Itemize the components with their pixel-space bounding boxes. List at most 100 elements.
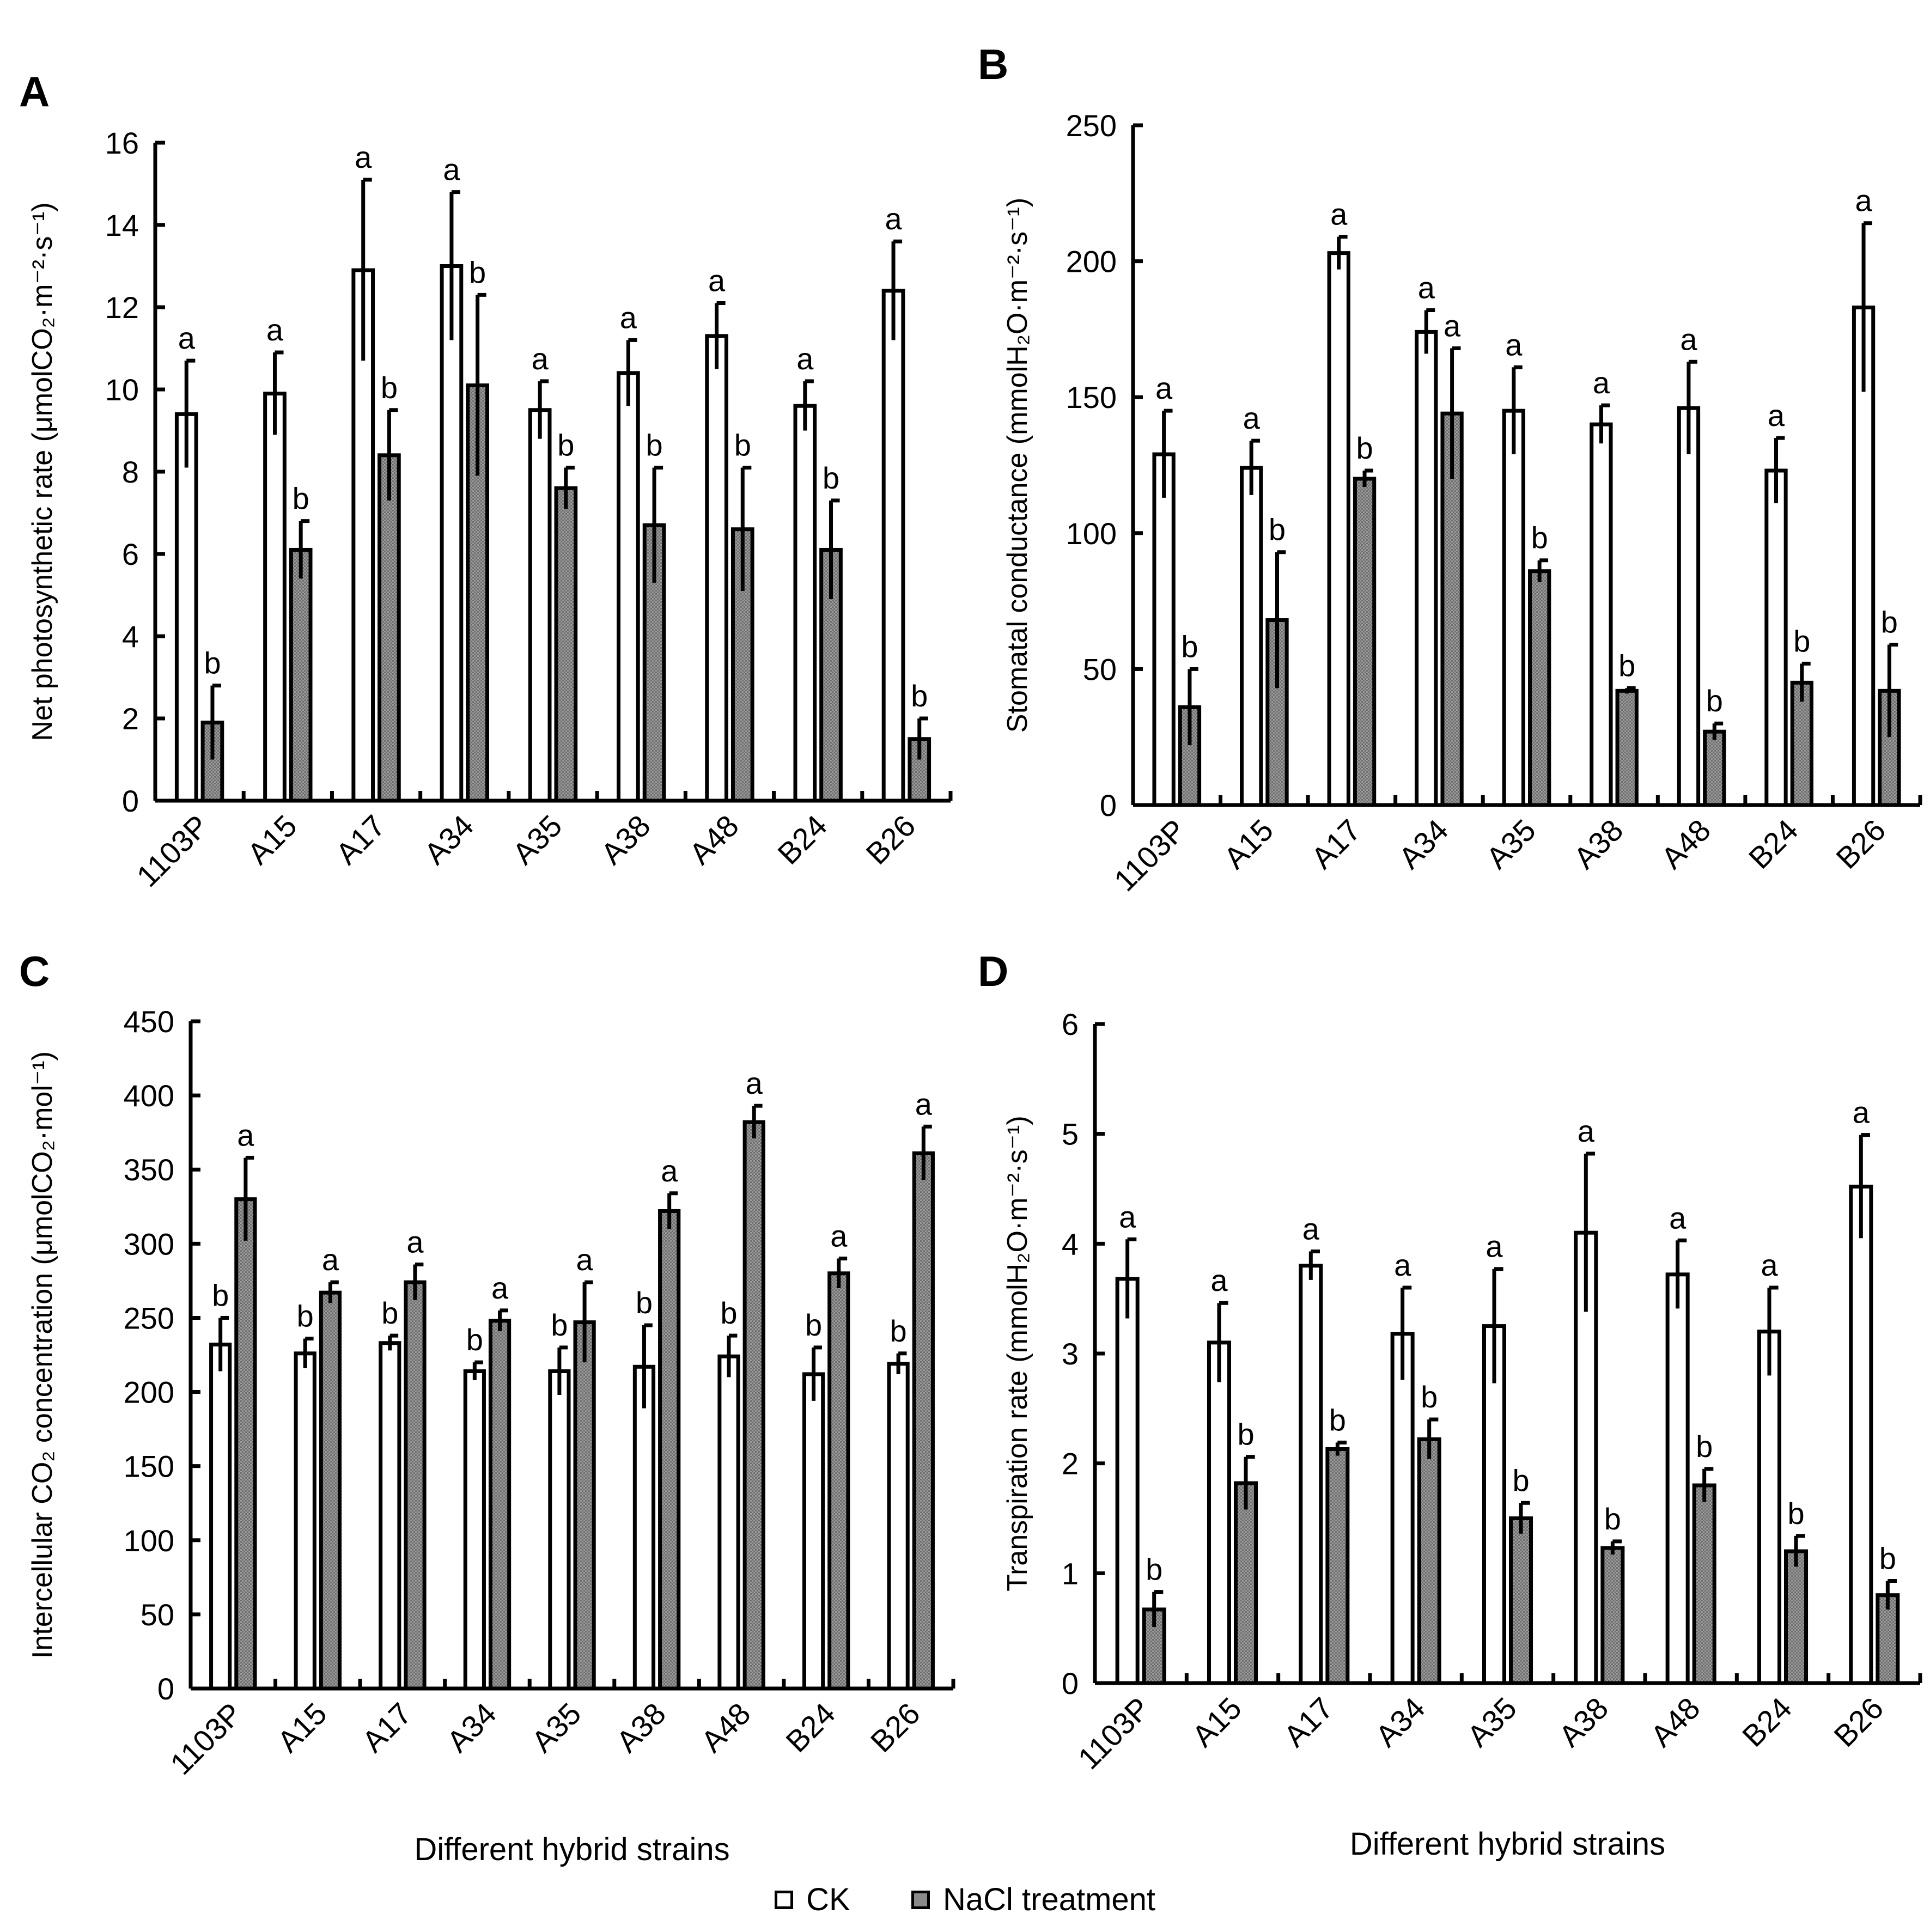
significance-letter: b xyxy=(381,1296,398,1330)
bar-ck xyxy=(617,371,640,803)
significance-letter: b xyxy=(911,679,928,713)
y-tick-label: 300 xyxy=(124,1227,174,1261)
significance-letter: b xyxy=(1787,1496,1804,1531)
significance-letter: b xyxy=(890,1314,907,1348)
y-tick-label: 5 xyxy=(1062,1117,1079,1151)
x-tick-label: A38 xyxy=(1552,1691,1615,1753)
significance-letter: a xyxy=(830,1219,848,1253)
bar-nacl xyxy=(827,1271,850,1691)
y-tick-label: 6 xyxy=(1062,1007,1079,1041)
bar-ck xyxy=(263,392,287,803)
bar-ck xyxy=(1327,251,1350,807)
significance-letter: a xyxy=(1119,1199,1136,1234)
significance-letter: a xyxy=(746,1066,763,1100)
bar-nacl xyxy=(466,383,489,803)
bar-nacl xyxy=(1417,1437,1441,1685)
x-tick-label: B26 xyxy=(1827,1691,1890,1753)
significance-letter: b xyxy=(734,428,751,462)
y-tick-label: 200 xyxy=(124,1375,174,1410)
x-tick-label: A34 xyxy=(1369,1691,1432,1753)
bar-ck xyxy=(1590,422,1613,807)
x-tick-label: A15 xyxy=(1217,813,1280,875)
significance-letter: a xyxy=(1302,1211,1320,1246)
bar-ck xyxy=(1849,1184,1873,1685)
significance-letter: b xyxy=(1421,1380,1438,1414)
panel-b: B 0 50 100 150 200 250 Stomatal conductance (mm… xyxy=(978,40,1922,898)
x-tick-label: A48 xyxy=(1644,1691,1707,1753)
x-axis-label: Different hybrid strains xyxy=(1350,1826,1665,1862)
legend-nacl-swatch xyxy=(911,1890,930,1909)
bar-nacl xyxy=(1325,1447,1350,1685)
significance-letter: b xyxy=(1329,1403,1346,1437)
y-tick-label: 3 xyxy=(1062,1337,1079,1371)
bar-nacl xyxy=(1509,1516,1533,1685)
x-tick-label: A35 xyxy=(1460,1691,1523,1753)
bar-ck xyxy=(440,264,464,803)
significance-letter: b xyxy=(381,370,398,405)
y-tick-label: 1 xyxy=(1062,1556,1079,1590)
y-tick-label: 0 xyxy=(1062,1666,1079,1701)
bar-ck xyxy=(1152,452,1176,807)
bar-ck xyxy=(463,1369,486,1691)
significance-letter: a xyxy=(1853,1095,1870,1130)
legend-ck-swatch xyxy=(774,1890,793,1909)
bar-ck xyxy=(632,1364,656,1691)
panel-d: D 0 1 2 3 4 5 6 Transpiration rate (mmolH₂O·m⁻²·… xyxy=(978,947,1922,1862)
bar-nacl xyxy=(1790,680,1813,807)
bar-nacl xyxy=(1528,569,1551,807)
x-tick-label: 1103P xyxy=(1071,1691,1156,1776)
significance-letter: a xyxy=(1578,1114,1595,1148)
bar-ck xyxy=(1502,409,1525,807)
x-tick-label: A38 xyxy=(1567,813,1630,875)
significance-letter: a xyxy=(1669,1200,1687,1235)
bar-ck xyxy=(294,1351,316,1691)
significance-letter: b xyxy=(469,255,486,289)
significance-letter: a xyxy=(1855,184,1872,218)
significance-letter: b xyxy=(1181,629,1198,663)
significance-letter: a xyxy=(620,300,637,334)
y-tick-label: 0 xyxy=(1100,788,1117,822)
significance-letter: a xyxy=(443,153,460,187)
bar-nacl xyxy=(1784,1549,1809,1685)
significance-letter: b xyxy=(1793,624,1810,658)
x-tick-label: A35 xyxy=(506,808,568,871)
significance-letter: a xyxy=(355,140,372,174)
bar-ck xyxy=(528,408,552,803)
bar-ck xyxy=(1415,330,1438,807)
bar-nacl xyxy=(573,1320,596,1691)
y-tick-label: 350 xyxy=(124,1153,174,1187)
significance-letter: a xyxy=(1210,1263,1228,1297)
significance-letter: b xyxy=(293,482,309,516)
bar-ck xyxy=(1677,406,1701,807)
y-axis-label: Net photosynthetic rate (μmolCO₂·m⁻²·s⁻¹… xyxy=(27,202,58,741)
bar-nacl xyxy=(1703,729,1726,807)
y-tick-label: 150 xyxy=(1066,380,1117,415)
x-tick-label: A48 xyxy=(695,1696,757,1759)
bar-ck xyxy=(1299,1264,1323,1685)
significance-letter: b xyxy=(1879,1541,1896,1575)
y-tick-label: 2 xyxy=(122,702,139,736)
significance-letter: a xyxy=(1593,365,1610,400)
x-tick-label: A38 xyxy=(610,1696,672,1759)
y-tick-label: 250 xyxy=(124,1301,174,1335)
significance-letter: a xyxy=(1505,327,1523,362)
bar-nacl xyxy=(554,486,578,803)
bar-nacl xyxy=(1615,688,1639,807)
bar-nacl xyxy=(1692,1483,1716,1685)
x-tick-label: A34 xyxy=(417,808,480,871)
bar-ck xyxy=(379,1341,401,1691)
bar-ck xyxy=(1764,468,1788,807)
bar-nacl xyxy=(1234,1481,1258,1685)
significance-letter: b xyxy=(646,428,662,462)
significance-letter: a xyxy=(1155,371,1173,405)
bar-ck xyxy=(1207,1340,1231,1685)
bar-ck xyxy=(802,1372,825,1691)
bar-nacl xyxy=(1600,1546,1625,1685)
y-tick-label: 10 xyxy=(105,373,139,407)
bar-nacl xyxy=(488,1319,512,1691)
bar-ck xyxy=(887,1362,910,1691)
x-tick-label: B24 xyxy=(779,1696,842,1759)
significance-letter: a xyxy=(1444,308,1461,343)
x-tick-label: 1103P xyxy=(163,1696,248,1781)
